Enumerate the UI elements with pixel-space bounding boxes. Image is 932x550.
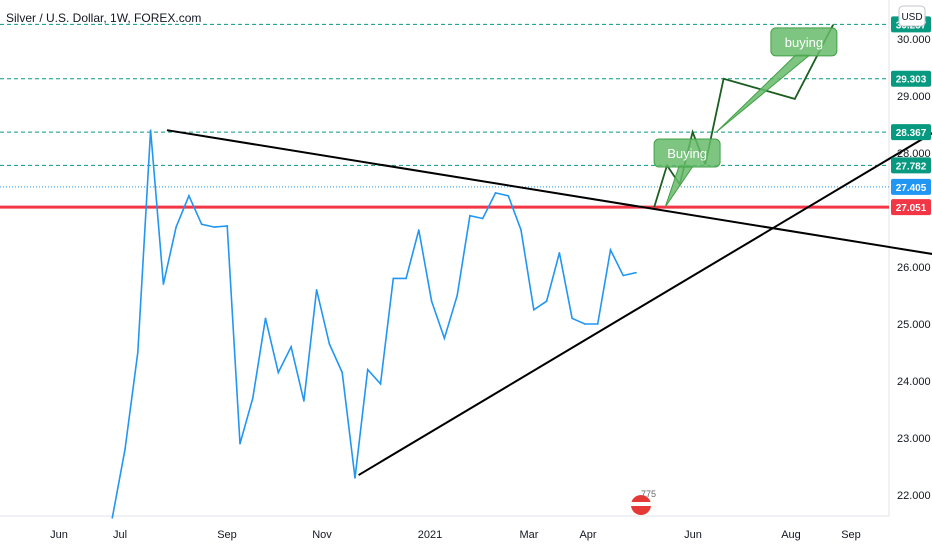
level-label-box <box>891 124 931 141</box>
trendlines <box>166 129 932 476</box>
callout-box <box>653 138 721 168</box>
price-point <box>584 323 586 325</box>
price-point <box>456 294 458 297</box>
watermark-text: 775 <box>641 489 656 499</box>
price-point <box>558 251 561 254</box>
callouts: Buying buying <box>653 27 838 208</box>
price-series <box>111 129 637 519</box>
price-point <box>137 351 139 354</box>
price-point <box>405 277 407 280</box>
callout-1[interactable]: Buying <box>653 138 721 208</box>
level-label-text: 27.782 <box>896 161 927 172</box>
price-point <box>392 277 395 280</box>
x-tick-label: Jul <box>113 529 127 541</box>
x-tick-label: Sep <box>841 529 861 541</box>
price-point <box>226 225 229 227</box>
callout-label: buying <box>785 35 823 50</box>
flag-stripe-icon <box>631 502 651 506</box>
x-tick-label: Apr <box>579 529 596 541</box>
level-label-box <box>891 199 931 216</box>
y-tick-label: 24.000 <box>897 376 931 388</box>
price-point <box>188 194 190 197</box>
price-point <box>111 517 114 519</box>
trendline-ascending-support[interactable] <box>358 131 932 476</box>
price-point <box>596 323 599 325</box>
y-tick-label: 26.000 <box>897 262 931 274</box>
price-point <box>379 383 382 385</box>
time-axis[interactable]: Jun Jul Sep Nov 2021 Mar Apr Jun Aug Sep <box>50 529 861 541</box>
currency-button-label[interactable]: USD <box>901 12 922 23</box>
y-tick-label: 29.000 <box>897 91 931 103</box>
trendline-descending-resistance[interactable] <box>166 129 932 255</box>
price-point <box>635 271 637 274</box>
y-tick-label: 30.000 <box>897 34 931 46</box>
watermark-logo: 775 <box>631 489 656 515</box>
price-point <box>507 194 510 197</box>
price-point <box>328 343 331 345</box>
price-point <box>571 317 573 320</box>
x-tick-label: Jun <box>684 529 702 541</box>
price-point <box>545 300 548 303</box>
x-tick-label: Sep <box>217 529 237 541</box>
price-point <box>200 223 203 226</box>
y-tick-label: 22.000 <box>897 490 931 502</box>
x-tick-label: Mar <box>520 529 539 541</box>
callout-2[interactable]: buying <box>715 27 838 133</box>
x-tick-label: Aug <box>781 529 801 541</box>
price-point <box>609 249 612 251</box>
currency-button-frame[interactable] <box>898 5 926 27</box>
price-point <box>213 226 216 228</box>
price-point <box>341 371 343 374</box>
callout-label: Buying <box>667 146 707 161</box>
y-tick-label: 25.000 <box>897 319 931 331</box>
price-point <box>290 346 292 348</box>
price-point <box>366 368 369 371</box>
level-label-text: 27.051 <box>896 203 927 214</box>
y-tick-label: 23.000 <box>897 433 931 445</box>
price-point <box>315 289 318 291</box>
projection-path-2 <box>704 24 834 165</box>
level-label-text: 29.303 <box>896 75 927 86</box>
callout-box <box>770 27 838 57</box>
price-point <box>251 397 254 399</box>
level-label-box <box>891 178 931 195</box>
level-label-text: 27.405 <box>896 183 927 194</box>
currency-button[interactable]: USD <box>898 5 926 27</box>
price-point <box>622 274 625 277</box>
price-point <box>162 283 165 285</box>
chart-title: Silver / U.S. Dollar, 1W, FOREX.com <box>6 11 201 25</box>
level-label-box <box>891 157 931 174</box>
price-point <box>264 317 267 320</box>
price-point <box>418 229 420 231</box>
price-line <box>111 130 637 518</box>
price-point <box>443 337 446 340</box>
price-point <box>481 217 484 220</box>
x-tick-label: Jun <box>50 529 68 541</box>
level-label-text: 28.367 <box>896 128 927 139</box>
price-point <box>149 129 152 131</box>
price-point <box>494 192 497 194</box>
x-tick-label: 2021 <box>418 529 442 541</box>
price-point <box>430 300 433 303</box>
price-point <box>520 229 522 231</box>
price-point <box>277 371 280 374</box>
price-point <box>303 400 305 402</box>
price-point <box>469 214 471 217</box>
price-point <box>533 308 535 311</box>
y-tick-label: 28.000 <box>897 148 931 160</box>
price-point <box>239 442 241 445</box>
price-point <box>175 226 177 228</box>
x-tick-label: Nov <box>312 529 332 541</box>
price-point <box>354 477 356 479</box>
level-label-box <box>891 70 931 87</box>
price-point <box>124 448 126 451</box>
